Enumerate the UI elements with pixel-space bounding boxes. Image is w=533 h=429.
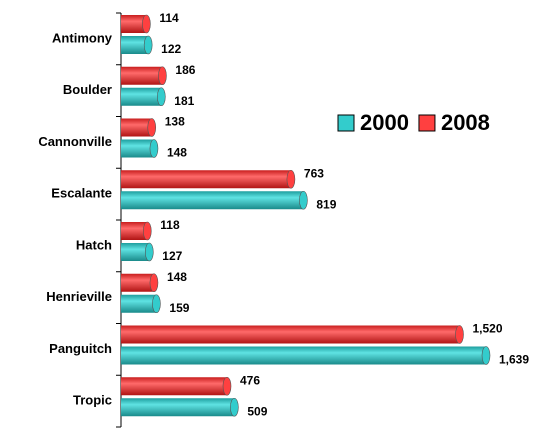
- legend-label: 2008: [441, 110, 490, 135]
- value-label: 127: [162, 249, 182, 263]
- category-label: Henrieville: [46, 289, 112, 304]
- bar: [121, 139, 154, 158]
- bar-cap: [149, 273, 159, 293]
- value-label: 763: [304, 166, 324, 180]
- value-label: 148: [167, 270, 187, 284]
- value-label: 118: [160, 218, 180, 232]
- bar-cap: [144, 242, 154, 262]
- value-label: 122: [161, 42, 181, 56]
- bar-cap: [142, 14, 151, 34]
- value-label: 159: [169, 301, 189, 315]
- bar: [121, 273, 154, 292]
- value-label: 1,520: [472, 322, 502, 336]
- category-label: Tropic: [73, 393, 112, 408]
- bar-cap: [157, 87, 166, 107]
- value-label: 509: [247, 404, 267, 418]
- legend-swatch: [337, 114, 355, 132]
- bar: [121, 243, 150, 261]
- value-label: 186: [175, 63, 195, 77]
- bar-cap: [455, 325, 464, 344]
- value-label: 138: [165, 115, 185, 129]
- bar-cap: [147, 118, 157, 137]
- bar: [121, 15, 147, 33]
- bar: [121, 222, 148, 240]
- value-label: 148: [167, 146, 187, 160]
- bar: [121, 170, 291, 189]
- category-label: Cannonville: [38, 134, 112, 149]
- bar: [121, 191, 304, 210]
- category-label: Hatch: [76, 237, 112, 252]
- bar-cap: [230, 397, 239, 417]
- bar: [121, 118, 152, 137]
- bar-cap: [149, 139, 159, 158]
- bar-cap: [152, 294, 161, 314]
- value-label: 819: [316, 197, 336, 211]
- category-label: Boulder: [63, 82, 112, 97]
- bar-cap: [222, 376, 232, 396]
- value-label: 1,639: [499, 353, 529, 367]
- category-label: Antimony: [52, 30, 113, 45]
- bar: [121, 87, 162, 106]
- category-label: Escalante: [51, 186, 112, 201]
- legend-swatch: [418, 114, 436, 132]
- bar-cap: [286, 169, 296, 189]
- legend-label: 2000: [360, 110, 409, 135]
- bar: [121, 66, 163, 85]
- value-label: 476: [240, 373, 260, 387]
- bar-cap: [299, 190, 308, 210]
- bar: [121, 377, 228, 396]
- bar: [121, 36, 149, 54]
- bar: [121, 398, 235, 417]
- value-label: 114: [159, 11, 179, 25]
- value-label: 181: [174, 94, 194, 108]
- bar: [121, 294, 157, 313]
- bar: [121, 346, 486, 365]
- category-label: Panguitch: [49, 341, 112, 356]
- bar-cap: [481, 346, 491, 365]
- bar-cap: [142, 221, 152, 241]
- bar-cap: [158, 66, 167, 86]
- bar-cap: [143, 35, 153, 55]
- bar: [121, 325, 460, 344]
